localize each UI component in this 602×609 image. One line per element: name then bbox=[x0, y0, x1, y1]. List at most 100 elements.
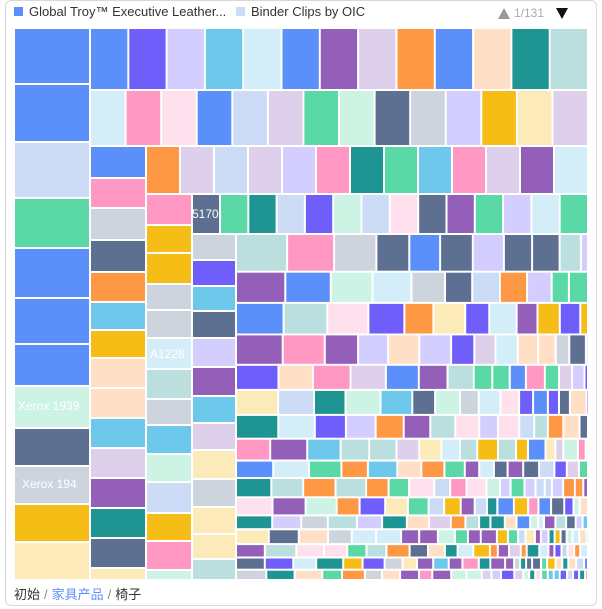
treemap-cell[interactable] bbox=[555, 461, 566, 477]
treemap-cell[interactable] bbox=[465, 461, 479, 477]
treemap-cell[interactable] bbox=[492, 570, 500, 579]
treemap-cell[interactable] bbox=[545, 365, 558, 389]
treemap-cell[interactable] bbox=[237, 545, 264, 557]
treemap-cell[interactable] bbox=[569, 558, 576, 569]
treemap-cell[interactable] bbox=[147, 147, 179, 193]
treemap-cell[interactable] bbox=[91, 569, 145, 579]
treemap-cell[interactable] bbox=[299, 530, 328, 544]
treemap-cell[interactable] bbox=[542, 558, 547, 569]
treemap-cell[interactable] bbox=[525, 479, 535, 497]
treemap-cell[interactable] bbox=[359, 335, 388, 364]
treemap-cell[interactable] bbox=[91, 419, 145, 447]
treemap-cell[interactable] bbox=[237, 439, 270, 460]
treemap-cell[interactable] bbox=[129, 29, 166, 89]
treemap-cell[interactable] bbox=[554, 570, 559, 579]
treemap-cell[interactable] bbox=[531, 516, 537, 529]
treemap-cell[interactable] bbox=[385, 147, 417, 193]
treemap-cell[interactable] bbox=[193, 508, 235, 533]
treemap-cell[interactable] bbox=[430, 516, 450, 529]
treemap-cell[interactable] bbox=[91, 29, 128, 89]
treemap-cell[interactable] bbox=[390, 195, 418, 233]
treemap-cell[interactable] bbox=[237, 303, 283, 334]
legend-item-global-troy[interactable]: Global Troy™ Executive Leather... bbox=[14, 4, 226, 19]
treemap-cell[interactable] bbox=[373, 272, 411, 302]
treemap-cell[interactable] bbox=[342, 461, 367, 477]
treemap-cell[interactable] bbox=[538, 303, 559, 334]
treemap-cell[interactable] bbox=[445, 461, 464, 477]
treemap-cell[interactable] bbox=[528, 272, 551, 302]
treemap-cell[interactable] bbox=[193, 535, 235, 558]
treemap-cell[interactable] bbox=[473, 235, 503, 271]
treemap-cell[interactable] bbox=[560, 195, 587, 233]
treemap-cell[interactable] bbox=[581, 303, 587, 334]
treemap-cell[interactable] bbox=[573, 530, 579, 544]
treemap-cell[interactable] bbox=[574, 498, 579, 515]
treemap-cell[interactable] bbox=[460, 439, 477, 460]
treemap-cell[interactable] bbox=[370, 439, 396, 460]
treemap-cell[interactable] bbox=[167, 29, 204, 89]
treemap-cell[interactable] bbox=[328, 303, 368, 334]
treemap-cell[interactable] bbox=[91, 359, 145, 387]
treemap-cell[interactable] bbox=[526, 365, 544, 389]
treemap-cell[interactable] bbox=[508, 461, 523, 477]
treemap-cell[interactable] bbox=[539, 335, 555, 364]
treemap-cell[interactable] bbox=[474, 365, 492, 389]
treemap-cell[interactable] bbox=[567, 516, 575, 529]
treemap-cell[interactable] bbox=[197, 91, 232, 145]
treemap-cell[interactable] bbox=[383, 570, 400, 579]
treemap-cell[interactable] bbox=[575, 545, 580, 557]
treemap-cell[interactable] bbox=[534, 390, 547, 414]
treemap-cell[interactable] bbox=[249, 147, 281, 193]
treemap-cell[interactable] bbox=[351, 147, 383, 193]
treemap-cell[interactable] bbox=[368, 461, 397, 477]
treemap-cell[interactable] bbox=[389, 335, 419, 364]
treemap-cell[interactable] bbox=[553, 91, 587, 145]
treemap-cell[interactable] bbox=[530, 570, 535, 579]
treemap-cell[interactable] bbox=[413, 390, 435, 414]
treemap-cell[interactable] bbox=[237, 498, 272, 515]
treemap-cell[interactable] bbox=[279, 390, 313, 414]
treemap-cell[interactable] bbox=[273, 498, 305, 515]
treemap-cell[interactable] bbox=[502, 570, 514, 579]
treemap-cell[interactable] bbox=[407, 516, 429, 529]
treemap-cell[interactable] bbox=[552, 498, 564, 515]
treemap-cell[interactable] bbox=[573, 365, 584, 389]
treemap-cell[interactable] bbox=[555, 545, 561, 557]
treemap-cell[interactable] bbox=[15, 345, 89, 385]
treemap-cell[interactable] bbox=[359, 29, 396, 89]
treemap-cell[interactable] bbox=[288, 235, 334, 271]
treemap-cell[interactable] bbox=[518, 335, 538, 364]
treemap-cell[interactable] bbox=[272, 479, 303, 497]
legend-item-binder-clips[interactable]: Binder Clips by OIC bbox=[236, 4, 365, 19]
treemap-cell[interactable] bbox=[436, 390, 459, 414]
treemap-cell[interactable] bbox=[277, 195, 304, 233]
treemap-cell[interactable] bbox=[274, 461, 308, 477]
treemap-cell[interactable] bbox=[237, 558, 264, 569]
treemap-cell[interactable] bbox=[162, 91, 196, 145]
treemap-cell[interactable] bbox=[329, 530, 351, 544]
treemap-cell[interactable] bbox=[491, 516, 504, 529]
treemap-cell[interactable] bbox=[383, 516, 406, 529]
treemap-cell[interactable] bbox=[568, 570, 573, 579]
treemap-cell[interactable] bbox=[569, 272, 587, 302]
treemap-cell[interactable] bbox=[540, 545, 548, 557]
treemap-cell[interactable] bbox=[517, 516, 530, 529]
treemap-cell[interactable] bbox=[15, 467, 89, 503]
treemap-cell[interactable] bbox=[410, 479, 434, 497]
treemap-cell[interactable] bbox=[15, 429, 89, 465]
treemap-cell[interactable] bbox=[283, 147, 315, 193]
treemap-cell[interactable] bbox=[581, 545, 587, 557]
treemap-cell[interactable] bbox=[520, 415, 534, 438]
treemap-cell[interactable] bbox=[461, 498, 474, 515]
treemap-cell[interactable] bbox=[585, 558, 587, 569]
treemap-cell[interactable] bbox=[15, 543, 89, 579]
treemap-cell[interactable] bbox=[434, 558, 448, 569]
treemap-cell[interactable] bbox=[268, 91, 303, 145]
treemap-cell[interactable] bbox=[560, 570, 566, 579]
treemap-cell[interactable] bbox=[501, 390, 519, 414]
treemap-cell[interactable] bbox=[91, 539, 145, 567]
treemap-cell[interactable] bbox=[336, 479, 366, 497]
treemap-cell[interactable] bbox=[474, 29, 511, 89]
treemap-cell[interactable] bbox=[467, 570, 481, 579]
treemap-cell[interactable] bbox=[363, 558, 384, 569]
